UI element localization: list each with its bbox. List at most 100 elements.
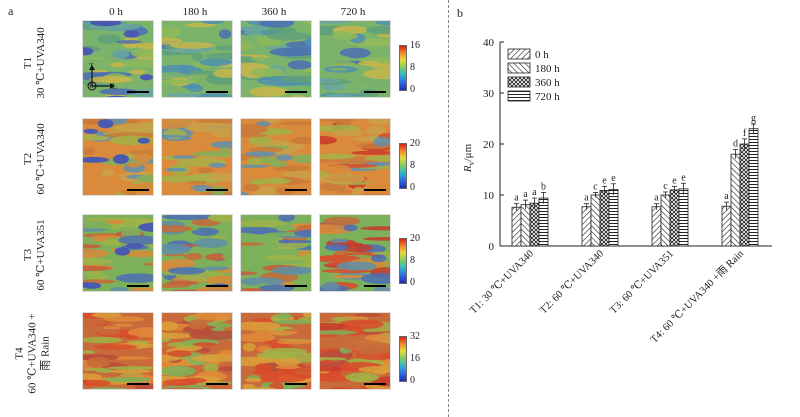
significance-label: e [602, 175, 607, 186]
column-header-0h: 0 h [109, 6, 123, 18]
scale-bar [206, 91, 228, 93]
colorbar-t2-mid: 8 [410, 160, 415, 171]
panel-b-letter: b [457, 6, 463, 20]
significance-label: a [654, 193, 659, 204]
significance-label: a [532, 187, 537, 198]
micrograph-t3-col2 [161, 214, 233, 292]
significance-label: g [751, 113, 756, 124]
bar-3-720h [678, 188, 689, 247]
scale-bar [206, 383, 228, 385]
scale-bar [285, 91, 307, 93]
bar-4-360h [739, 143, 750, 247]
colorbar-t1 [399, 45, 407, 91]
legend-swatch-720h [507, 90, 531, 102]
micrograph-t1-col1 [82, 20, 154, 98]
colorbar-t3 [399, 238, 407, 284]
colorbar-t4-mid: 16 [410, 353, 420, 364]
orientation-axes-icon [87, 65, 115, 91]
legend-label: 180 h [535, 63, 560, 75]
legend-label: 0 h [535, 49, 549, 61]
micrograph-t4-col2 [161, 312, 233, 390]
scale-bar [127, 189, 149, 191]
colorbar-t2 [399, 143, 407, 189]
bar-3-360h [669, 189, 680, 247]
legend-swatch-0h [507, 48, 531, 60]
colorbar-t3-max: 20 [410, 233, 420, 244]
scale-bar [364, 285, 386, 287]
image-grid [82, 20, 391, 390]
bar-2-360h [599, 190, 610, 247]
micrograph-t2-col3 [240, 118, 312, 196]
scale-bar [285, 285, 307, 287]
scale-bar [364, 91, 386, 93]
scale-bar [206, 189, 228, 191]
axis-mark-t: T [89, 62, 94, 71]
bar-3-180h [660, 194, 671, 247]
bar-1-360h [529, 202, 540, 247]
significance-label: c [663, 181, 668, 192]
panel-a-letter: a [8, 4, 14, 18]
colorbar-t1-min: 0 [410, 84, 415, 95]
x-category-label: T1: 30 ℃+UVA340 [468, 248, 536, 316]
bar-3-0h [651, 206, 662, 247]
micrograph-t2-col1 [82, 118, 154, 196]
significance-label: a [584, 193, 589, 204]
micrograph-t4-col3 [240, 312, 312, 390]
column-header-720h: 720 h [340, 6, 366, 18]
scale-bar [285, 189, 307, 191]
colorbar-t4-max: 32 [410, 331, 420, 342]
bar-2-180h [590, 194, 601, 247]
x-category-label: T3: 60 ℃+UVA351 [608, 248, 676, 316]
axis-mark-r: R [89, 82, 94, 90]
micrograph-t3-col3 [240, 214, 312, 292]
bar-2-0h [581, 206, 592, 247]
bar-1-180h [520, 204, 531, 247]
legend-swatch-180h [507, 62, 531, 74]
x-category-label: T2: 60 ℃+UVA340 [538, 248, 606, 316]
scale-bar [127, 285, 149, 287]
micrograph-t2-col2 [161, 118, 233, 196]
significance-label: a [724, 191, 729, 202]
bar-4-0h [721, 205, 732, 247]
scale-bar [364, 189, 386, 191]
colorbar-t1-max: 16 [410, 40, 420, 51]
colorbar-t3-mid: 8 [410, 255, 415, 266]
micrograph-t4-col1 [82, 312, 154, 390]
colorbar-t2-max: 20 [410, 138, 420, 149]
micrograph-t4-col4 [319, 312, 391, 390]
significance-label: e [681, 172, 686, 183]
micrograph-t1-col3 [240, 20, 312, 98]
column-header-360h: 360 h [261, 6, 287, 18]
significance-label: d [733, 139, 738, 150]
colorbar-t4 [399, 336, 407, 382]
bar-4-180h [730, 153, 741, 247]
column-header-180h: 180 h [182, 6, 208, 18]
colorbar-t2-min: 0 [410, 182, 415, 193]
legend-label: 720 h [535, 91, 560, 103]
y-tick-label: 40 [483, 37, 495, 49]
legend-label: 360 h [535, 77, 560, 89]
bar-1-0h [511, 206, 522, 247]
y-tick-label: 20 [483, 139, 495, 151]
scale-bar [285, 383, 307, 385]
bar-4-720h [748, 128, 759, 247]
significance-label: f [743, 128, 747, 139]
panel-divider [448, 0, 449, 417]
scale-bar [364, 383, 386, 385]
legend-swatch-360h [507, 76, 531, 88]
micrograph-t3-col4 [319, 214, 391, 292]
micrograph-t1-col4 [319, 20, 391, 98]
colorbar-t4-min: 0 [410, 375, 415, 386]
micrograph-t3-col1 [82, 214, 154, 292]
significance-label: a [514, 193, 519, 204]
scale-bar [206, 285, 228, 287]
significance-label: e [672, 175, 677, 186]
y-tick-label: 30 [483, 88, 495, 100]
significance-label: a [523, 189, 528, 200]
scale-bar [127, 383, 149, 385]
colorbar-t1-mid: 8 [410, 62, 415, 73]
y-tick-label: 10 [483, 190, 495, 202]
axis-mark-l: L [112, 82, 117, 91]
significance-label: b [541, 181, 546, 192]
